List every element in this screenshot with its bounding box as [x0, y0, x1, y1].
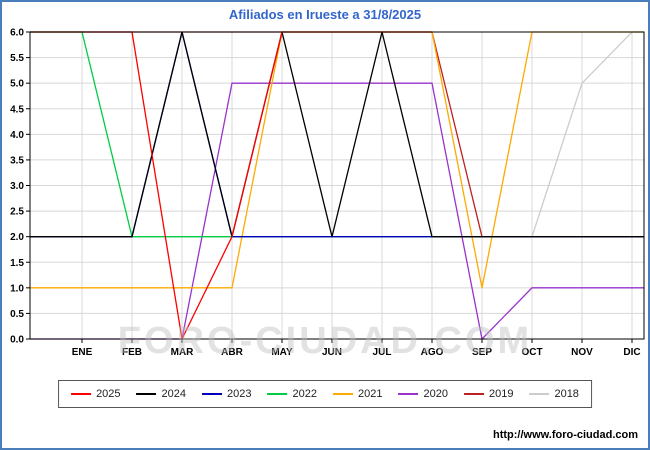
legend-item-2022: 2022	[267, 388, 317, 400]
svg-text:3.5: 3.5	[10, 155, 24, 166]
svg-text:1.5: 1.5	[10, 258, 24, 269]
legend-label-2022: 2022	[292, 388, 317, 400]
svg-text:FEB: FEB	[122, 347, 142, 358]
svg-text:JUN: JUN	[322, 347, 342, 358]
legend-swatch-2024	[136, 393, 157, 395]
legend-label-2024: 2024	[161, 388, 187, 400]
svg-text:3.0: 3.0	[10, 181, 24, 192]
legend-swatch-2025	[71, 393, 92, 395]
svg-text:DIC: DIC	[623, 347, 640, 358]
svg-text:5.5: 5.5	[10, 53, 24, 64]
svg-text:JUL: JUL	[373, 347, 392, 358]
svg-text:0.0: 0.0	[10, 335, 24, 346]
svg-text:MAR: MAR	[171, 347, 195, 358]
svg-text:NOV: NOV	[571, 347, 593, 358]
svg-text:2.5: 2.5	[10, 207, 24, 218]
legend-label-2018: 2018	[554, 388, 579, 400]
svg-text:0.5: 0.5	[10, 309, 24, 320]
legend-item-2024: 2024	[136, 388, 187, 400]
chart-canvas: 0.0 0.5 1.0 1.5 2.0 2.5 3.0 3.5 4.0 4.5 5.0 5.5 6.0 E…	[10, 28, 645, 358]
legend-label-2025: 2025	[96, 388, 121, 400]
svg-text:MAY: MAY	[271, 347, 293, 358]
svg-text:AGO: AGO	[421, 347, 444, 358]
svg-text:4.5: 4.5	[10, 104, 24, 115]
svg-text:6.0: 6.0	[10, 28, 24, 39]
legend-item-2025: 2025	[71, 388, 121, 400]
legend-item-2018: 2018	[529, 388, 579, 400]
legend-item-2021: 2021	[333, 388, 382, 400]
footer-url-link[interactable]: http://www.foro-ciudad.com	[492, 429, 638, 441]
chart-title: Afiliados en Irueste a 31/8/2025	[228, 7, 422, 22]
legend-item-2020: 2020	[398, 388, 448, 400]
svg-text:4.0: 4.0	[10, 130, 24, 141]
legend-label-2023: 2023	[227, 388, 252, 400]
svg-text:1.0: 1.0	[10, 283, 24, 294]
legend-swatch-2019	[463, 393, 484, 395]
legend-swatch-2020	[398, 393, 419, 395]
legend-swatch-2018	[529, 393, 550, 395]
svg-text:ABR: ABR	[221, 347, 243, 358]
svg-text:OCT: OCT	[521, 347, 542, 358]
legend: 2025 2024 2023 2022 2021 2020 2019 2018	[58, 380, 592, 408]
legend-swatch-2022	[267, 393, 288, 395]
svg-text:SEP: SEP	[472, 347, 492, 358]
svg-text:ENE: ENE	[72, 347, 93, 358]
legend-item-2023: 2023	[202, 388, 252, 400]
legend-label-2020: 2020	[423, 388, 448, 400]
svg-text:5.0: 5.0	[10, 79, 24, 90]
legend-label-2019: 2019	[488, 388, 514, 400]
legend-item-2019: 2019	[463, 388, 514, 400]
legend-label-2021: 2021	[358, 388, 383, 400]
legend-swatch-2023	[202, 393, 223, 395]
svg-text:2.0: 2.0	[10, 232, 24, 243]
legend-swatch-2021	[333, 393, 353, 395]
